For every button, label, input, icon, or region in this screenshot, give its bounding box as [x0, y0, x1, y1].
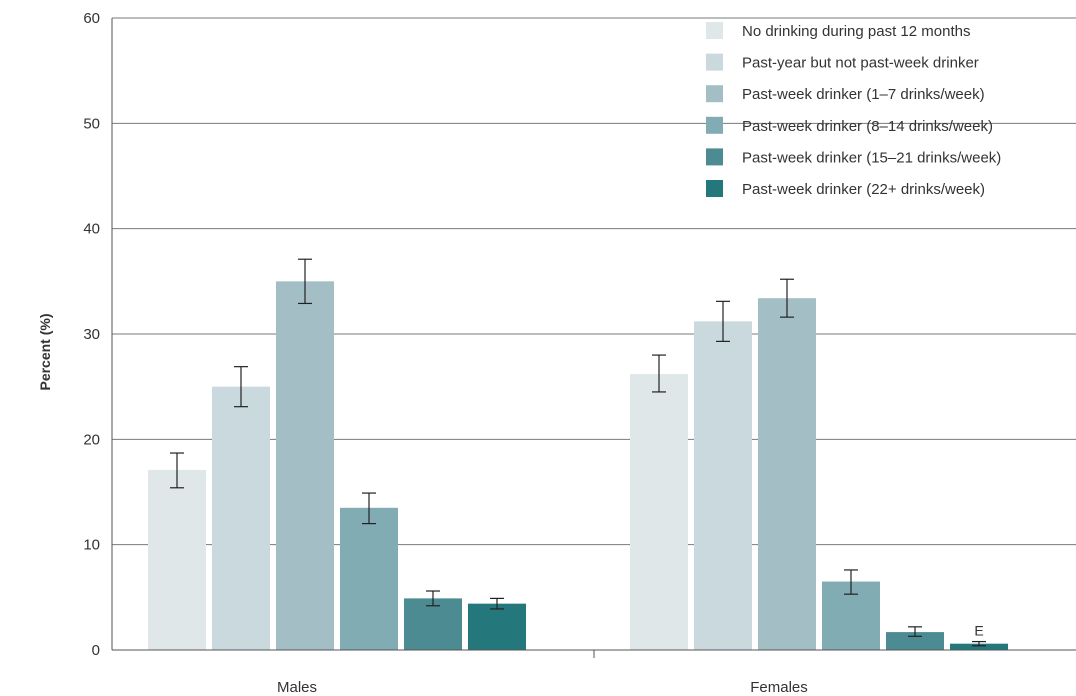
bar-males-series-3	[276, 281, 334, 650]
error-bar-males-series-4	[362, 492, 376, 525]
legend-swatch	[706, 116, 723, 134]
legend-label: Past-week drinker (22+ drinks/week)	[742, 181, 985, 198]
bar-females-series-6	[950, 643, 1008, 650]
legend-swatch	[706, 180, 723, 197]
bar-males-series-4	[340, 507, 398, 650]
error-bar-females-series-5	[908, 626, 922, 637]
error-bar-females-series-3	[780, 278, 794, 318]
legend-label: Past-year but not past-week drinker	[742, 55, 979, 72]
bar-males-series-6	[468, 603, 526, 650]
legend-swatch	[706, 85, 723, 103]
quality-flag-label: E	[974, 623, 983, 639]
legend-item-3: Past-week drinker (1–7 drinks/week)	[706, 85, 985, 103]
y-tick-label-0: 0	[92, 642, 100, 659]
axes	[111, 18, 1076, 658]
bar-males-series-2	[212, 386, 270, 650]
y-tick-label-60: 60	[83, 10, 100, 27]
y-tick-label-50: 50	[83, 115, 100, 132]
x-axis-category-labels: Males Females	[277, 679, 808, 696]
legend-item-2: Past-year but not past-week drinker	[706, 53, 979, 72]
error-bars	[170, 258, 986, 647]
legend: No drinking during past 12 months Past-ye…	[706, 22, 1001, 198]
error-bar-males-series-2	[234, 366, 248, 408]
legend-label: Past-week drinker (1–7 drinks/week)	[742, 86, 985, 103]
legend-label: Past-week drinker (15–21 drinks/week)	[742, 149, 1001, 166]
y-tick-label-10: 10	[83, 537, 100, 554]
y-tick-label-20: 20	[83, 431, 100, 448]
x-category-label-females: Females	[750, 679, 808, 696]
legend-label: No drinking during past 12 months	[742, 23, 970, 40]
error-bar-females-series-6	[972, 640, 986, 647]
bars	[148, 281, 1008, 650]
error-bar-females-series-1	[652, 354, 666, 393]
bar-males-series-5	[404, 598, 462, 650]
y-axis-ticks: 0 10 20 30 40 50 60	[83, 10, 100, 659]
x-category-label-males: Males	[277, 679, 317, 696]
error-bar-males-series-1	[170, 452, 184, 489]
bar-females-series-3	[758, 298, 816, 650]
legend-item-5: Past-week drinker (15–21 drinks/week)	[706, 148, 1001, 166]
error-bar-males-series-3	[298, 258, 312, 305]
legend-swatch	[706, 53, 723, 71]
error-bar-females-series-4	[844, 569, 858, 595]
legend-swatch	[706, 22, 723, 39]
error-bar-males-series-6	[490, 597, 504, 610]
bar-females-series-2	[694, 321, 752, 650]
y-tick-label-30: 30	[83, 326, 100, 343]
bar-males-series-1	[148, 469, 206, 650]
error-bar-females-series-2	[716, 300, 730, 342]
y-axis-title: Percent (%)	[37, 313, 53, 390]
legend-swatch	[706, 148, 723, 166]
bar-females-series-5	[886, 632, 944, 650]
legend-label: Past-week drinker (8–14 drinks/week)	[742, 118, 993, 135]
legend-item-4: Past-week drinker (8–14 drinks/week)	[706, 116, 993, 135]
error-bar-males-series-5	[426, 590, 440, 607]
annotations: E	[974, 623, 983, 639]
y-tick-label-40: 40	[83, 221, 100, 238]
legend-item-6: Past-week drinker (22+ drinks/week)	[706, 180, 985, 198]
gridlines	[112, 17, 1076, 546]
bar-females-series-1	[630, 374, 688, 650]
legend-item-1: No drinking during past 12 months	[706, 22, 970, 40]
